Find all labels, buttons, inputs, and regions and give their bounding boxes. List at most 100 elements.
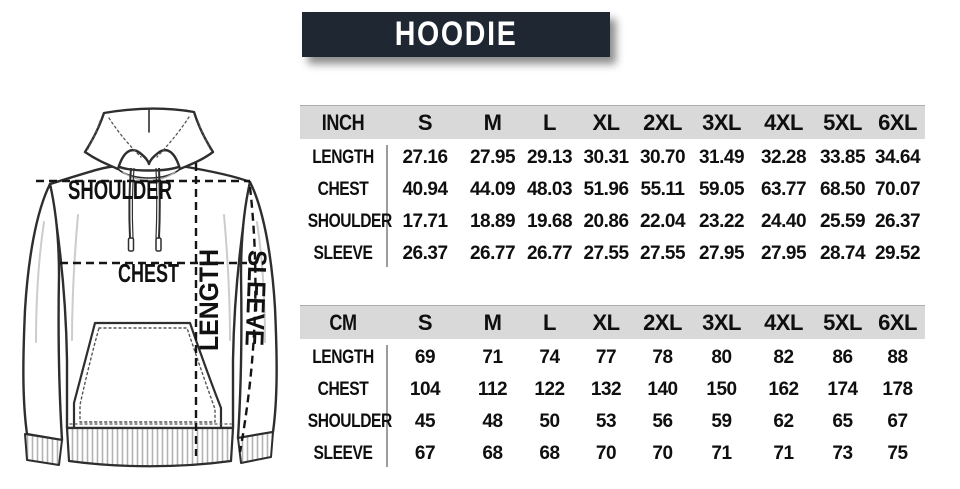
diagram-label-chest: CHEST [118, 258, 179, 288]
size-value-cell: 33.85 [819, 147, 866, 168]
size-value-cell: 86 [832, 347, 853, 368]
row-label: SHOULDER [307, 211, 393, 232]
size-value-cell: 27.55 [639, 243, 686, 264]
size-value-cell: 174 [827, 379, 858, 400]
size-value-cell: 29.13 [526, 147, 573, 168]
size-value-cell: 59.05 [698, 179, 745, 200]
size-header-cell: 4XL [764, 309, 803, 335]
size-value-cell: 65 [832, 411, 853, 432]
size-header-cell: 3XL [702, 109, 741, 135]
row-label: SLEEVE [313, 243, 373, 264]
size-value-cell: 17.71 [402, 211, 448, 232]
size-header-cell: 5XL [823, 309, 862, 335]
size-value-cell: 75 [887, 443, 908, 464]
size-value-cell: 132 [590, 379, 622, 400]
size-value-cell: 77 [595, 347, 617, 368]
size-value-cell: 27.55 [583, 243, 629, 264]
size-value-cell: 74 [539, 347, 560, 368]
size-value-cell: 70 [595, 443, 617, 464]
size-header-cell: XL [592, 109, 620, 135]
table-row: SHOULDER 45 48 50 53 56 59 62 65 67 [300, 406, 925, 438]
size-value-cell: 178 [882, 379, 913, 400]
row-label: CHEST [317, 379, 369, 400]
size-value-cell: 88 [887, 347, 908, 368]
size-header-cell: M [483, 109, 502, 135]
size-value-cell: 67 [414, 443, 436, 464]
size-value-cell: 59 [711, 411, 732, 432]
size-value-cell: 27.95 [698, 243, 745, 264]
table-row: SLEEVE 26.37 26.77 26.77 27.55 27.55 27.95 27.9… [300, 238, 925, 270]
title-banner: HOODIE [302, 12, 610, 57]
table-row: SHOULDER 17.71 18.89 19.68 20.86 22.04 23.22 24… [300, 206, 925, 238]
size-value-cell: 51.96 [583, 179, 629, 200]
size-value-cell: 26.77 [469, 243, 516, 264]
size-table-header: INCH S M L XL 2XL 3XL 4XL 5XL 6XL [300, 105, 925, 139]
table-row: LENGTH 27.16 27.95 29.13 30.31 30.70 31.49 32.2… [300, 142, 925, 174]
size-value-cell: 26.77 [526, 243, 573, 264]
diagram-label-length: LENGTH [194, 249, 224, 351]
size-header-cell: 2XL [643, 109, 682, 135]
size-header-cell: 6XL [878, 309, 917, 335]
size-value-cell: 48.03 [526, 179, 573, 200]
size-value-cell: 27.95 [469, 147, 516, 168]
size-value-cell: 18.89 [469, 211, 516, 232]
size-value-cell: 32.28 [760, 147, 807, 168]
size-value-cell: 27.16 [402, 147, 448, 168]
size-value-cell: 62 [773, 411, 794, 432]
row-label: CHEST [317, 179, 369, 200]
size-header-cell: L [543, 109, 556, 135]
size-value-cell: 140 [647, 379, 678, 400]
size-value-cell: 55.11 [640, 179, 686, 200]
hoodie-outline [22, 107, 278, 468]
size-header-cell: 5XL [823, 109, 862, 135]
size-value-cell: 26.37 [874, 211, 921, 232]
size-table-body: LENGTH 69 71 74 77 78 80 82 86 88 CHEST 104 112 122 13… [300, 342, 925, 470]
size-table-cm: CM S M L XL 2XL 3XL 4XL 5XL 6XL LENGTH 69 71 74 77 78 8… [300, 305, 925, 470]
measure-line-sleeve [238, 186, 257, 453]
size-header-cell: 3XL [702, 309, 741, 335]
size-header-cell: XL [592, 309, 620, 335]
size-value-cell: 23.22 [698, 211, 745, 232]
size-value-cell: 28.74 [819, 243, 866, 264]
hoodie-sketch: SHOULDER CHEST LENGTH SLEEVE [22, 107, 278, 468]
size-value-cell: 71 [482, 347, 503, 368]
table-row: CHEST 40.94 44.09 48.03 51.96 55.11 59.05 63.77… [300, 174, 925, 206]
size-value-cell: 24.40 [760, 211, 807, 232]
size-value-cell: 78 [652, 347, 673, 368]
table-row: LENGTH 69 71 74 77 78 80 82 86 88 [300, 342, 925, 374]
size-value-cell: 71 [711, 443, 732, 464]
size-unit-cell: INCH [321, 109, 365, 135]
size-header-cell: M [483, 309, 502, 335]
size-value-cell: 68.50 [819, 179, 866, 200]
size-value-cell: 40.94 [402, 179, 448, 200]
size-value-cell: 122 [534, 379, 565, 400]
size-value-cell: 50 [539, 411, 560, 432]
size-table-inch: INCH S M L XL 2XL 3XL 4XL 5XL 6XL LENGTH 27.16 27.9… [300, 105, 925, 270]
label-divider [386, 345, 388, 467]
size-value-cell: 80 [711, 347, 732, 368]
size-table-body: LENGTH 27.16 27.95 29.13 30.31 30.70 31.49 32.2… [300, 142, 925, 270]
size-header-cell: 6XL [878, 109, 917, 135]
size-value-cell: 20.86 [583, 211, 629, 232]
row-label: SHOULDER [307, 411, 393, 432]
size-header-cell: 2XL [643, 309, 682, 335]
size-value-cell: 29.52 [874, 243, 921, 264]
drawstrings [127, 167, 162, 252]
size-value-cell: 69 [414, 347, 436, 368]
size-table-header: CM S M L XL 2XL 3XL 4XL 5XL 6XL [300, 305, 925, 339]
size-value-cell: 104 [409, 379, 441, 400]
size-value-cell: 27.95 [760, 243, 807, 264]
size-value-cell: 68 [482, 443, 503, 464]
size-value-cell: 45 [414, 411, 436, 432]
size-value-cell: 150 [706, 379, 737, 400]
size-value-cell: 48 [482, 411, 503, 432]
size-value-cell: 70.07 [874, 179, 921, 200]
size-value-cell: 71 [773, 443, 794, 464]
row-label: LENGTH [312, 347, 374, 368]
size-value-cell: 30.31 [583, 147, 629, 168]
size-value-cell: 30.70 [639, 147, 686, 168]
size-value-cell: 19.68 [526, 211, 573, 232]
size-value-cell: 22.04 [639, 211, 686, 232]
size-value-cell: 31.49 [698, 147, 745, 168]
